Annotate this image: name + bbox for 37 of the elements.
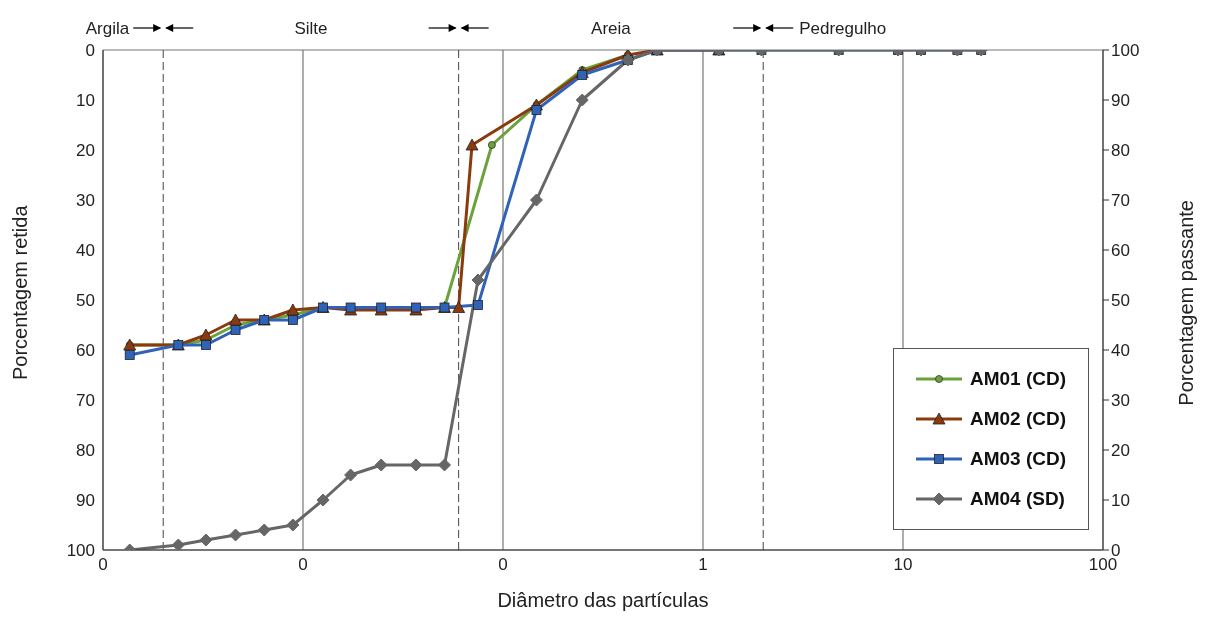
y-tick-label: 80 xyxy=(76,441,95,461)
legend-label: AM03 (CD) xyxy=(969,447,1066,471)
x-tick-label: 1 xyxy=(698,555,708,575)
y2-tick-label: 100 xyxy=(1111,41,1140,61)
y-tick-label: 90 xyxy=(76,491,95,511)
y2-tick-label: 60 xyxy=(1111,241,1130,261)
y-tick-label: 70 xyxy=(76,391,95,411)
text: Argila xyxy=(85,19,130,38)
y2-tick-label: 20 xyxy=(1111,441,1130,461)
x-tick-label: 0 xyxy=(98,555,108,575)
x-tick-label: 10 xyxy=(893,555,913,575)
y-tick-label: 50 xyxy=(76,291,95,311)
y-tick-label: 60 xyxy=(76,341,95,361)
y-tick-label: 30 xyxy=(76,191,95,211)
text: Pedregulho xyxy=(799,19,887,38)
legend-label: AM02 (CD) xyxy=(969,407,1066,431)
y-tick-label: 0 xyxy=(85,41,95,61)
y-axis-title: Porcentagem retida xyxy=(9,204,32,380)
y2-tick-label: 50 xyxy=(1111,291,1130,311)
x-tick-label: 0 xyxy=(298,555,308,575)
legend-label: AM04 (SD) xyxy=(969,487,1065,511)
y2-tick-label: 80 xyxy=(1111,141,1130,161)
x-axis-title: Diâmetro das partículas xyxy=(497,589,709,611)
y-tick-label: 100 xyxy=(66,541,95,561)
x-tick-label: 0 xyxy=(498,555,508,575)
text: Areia xyxy=(591,19,632,38)
y2-tick-label: 40 xyxy=(1111,341,1130,361)
y2-axis-title: Porcentagem passante xyxy=(1175,200,1198,406)
legend-label: AM01 (CD) xyxy=(969,367,1066,391)
y2-tick-label: 70 xyxy=(1111,191,1130,211)
y2-tick-label: 10 xyxy=(1111,491,1130,511)
y-tick-label: 40 xyxy=(76,241,95,261)
y2-tick-label: 30 xyxy=(1111,391,1130,411)
text: Silte xyxy=(294,19,328,38)
y-tick-label: 20 xyxy=(76,141,95,161)
y-tick-label: 10 xyxy=(76,91,95,111)
y2-tick-label: 90 xyxy=(1111,91,1130,111)
